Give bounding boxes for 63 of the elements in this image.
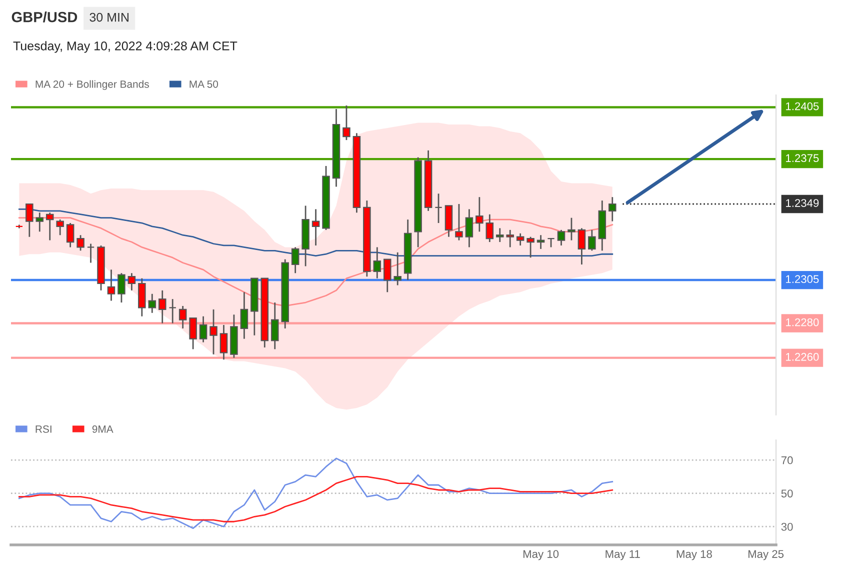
x-tick-label: May 18: [676, 550, 712, 560]
x-tick-label: May 25: [748, 550, 784, 560]
legend-label: MA 50: [190, 80, 218, 88]
candlestick: [557, 229, 566, 246]
candlestick: [291, 246, 300, 274]
line-series: [18, 476, 614, 522]
candlestick: [383, 258, 392, 293]
candlestick: [373, 246, 382, 280]
ref-line-label: 1.2280: [786, 318, 819, 326]
y-tick-label: 70: [781, 456, 793, 464]
candlestick: [434, 192, 442, 224]
candlestick: [536, 234, 545, 250]
candlestick: [178, 305, 187, 330]
line-series: [18, 458, 614, 529]
candlestick: [26, 203, 34, 238]
legend-label: MA 20 + Bollinger Bands: [36, 80, 149, 90]
candlestick: [465, 208, 474, 248]
candlestick: [86, 243, 95, 264]
ref-line-label: 1.2349: [786, 199, 819, 207]
candlestick: [36, 212, 44, 232]
candlestick: [394, 252, 402, 286]
candlestick: [148, 293, 156, 314]
text: Tuesday, May 10, 2022 4:09:28 AM CET: [13, 41, 238, 53]
candlestick: [312, 208, 320, 246]
candlestick: [578, 228, 586, 266]
candlestick: [526, 236, 534, 258]
candlestick: [128, 272, 136, 292]
candlestick: [342, 104, 350, 141]
x-tick-label: May 11: [606, 550, 640, 560]
candlestick: [220, 324, 228, 360]
candlestick: [168, 298, 176, 324]
candlestick: [46, 212, 54, 241]
candlestick: [486, 214, 494, 243]
candlestick: [608, 196, 616, 222]
x-tick-label: May 10: [523, 550, 559, 560]
candlestick: [496, 228, 504, 243]
candlestick: [240, 291, 248, 340]
candlestick: [506, 229, 514, 248]
candlestick: [568, 217, 576, 241]
chart-title: GBP/USD: [12, 12, 78, 22]
candlestick: [199, 316, 208, 343]
ref-line-label: 1.2375: [786, 154, 819, 162]
candlestick: [66, 222, 74, 248]
candlestick: [189, 317, 197, 350]
candlestick: [158, 290, 166, 324]
candlestick: [455, 203, 463, 241]
legend-label: 9MA: [92, 425, 114, 433]
candlestick: [588, 229, 596, 252]
candlestick: [56, 218, 64, 236]
candlestick: [107, 268, 116, 302]
candlestick: [516, 232, 524, 246]
ref-line-label: 1.2305: [786, 275, 819, 284]
legend-label: RSI: [36, 425, 52, 433]
candlestick: [76, 234, 84, 252]
candlestick: [476, 196, 484, 232]
y-tick-label: 50: [781, 490, 793, 498]
ref-line-label: 1.2260: [786, 352, 819, 361]
ref-line-label: 1.2405: [786, 102, 819, 110]
y-tick-label: 30: [781, 522, 793, 531]
chart-subtitle: 30 MIN: [90, 12, 128, 22]
candlestick: [270, 302, 279, 350]
candlestick: [118, 272, 126, 304]
candlestick: [210, 308, 218, 356]
